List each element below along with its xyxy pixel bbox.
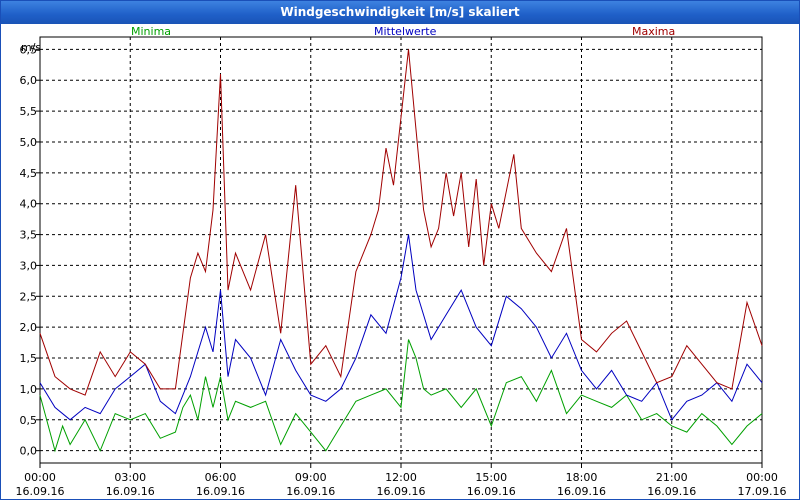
y-tick-label: 6,0 [20, 74, 38, 87]
y-axis-label: m/s [21, 41, 41, 54]
x-tick-time: 12:00 [385, 471, 417, 484]
x-tick-time: 00:00 [24, 471, 56, 484]
x-tick-time: 09:00 [295, 471, 327, 484]
y-tick-label: 6,5 [20, 43, 38, 56]
x-tick-date: 16.09.16 [16, 485, 65, 498]
y-tick-label: 2,0 [20, 321, 38, 334]
series-lines [39, 49, 763, 453]
window-title: Windgeschwindigkeit [m/s] skaliert [1, 1, 799, 24]
legend-maxima: Maxima [632, 25, 675, 38]
gridlines [40, 37, 762, 463]
x-tick-time: 06:00 [205, 471, 237, 484]
x-tick-date: 16.09.16 [467, 485, 516, 498]
x-tick-date: 16.09.16 [647, 485, 696, 498]
y-tick-label: 0,5 [20, 414, 38, 427]
x-tick-time: 03:00 [114, 471, 146, 484]
series-line-minima [39, 339, 763, 453]
series-line-maxima [39, 49, 763, 396]
x-tick-time: 18:00 [566, 471, 598, 484]
legend-minima: Minima [131, 25, 171, 38]
x-tick-date: 16.09.16 [377, 485, 426, 498]
x-tick-date: 16.09.16 [286, 485, 335, 498]
y-tick-label: 1,0 [20, 383, 38, 396]
y-tick-label: 4,5 [20, 167, 38, 180]
y-tick-label: 3,0 [20, 259, 38, 272]
x-tick-date: 16.09.16 [196, 485, 245, 498]
y-tick-label: 5,0 [20, 136, 38, 149]
x-axis-ticks: 00:0016.09.1603:0016.09.1606:0016.09.160… [16, 463, 787, 498]
y-tick-label: 4,0 [20, 198, 38, 211]
series-line-mittelwerte [39, 234, 763, 421]
x-tick-date: 17.09.16 [738, 485, 787, 498]
x-tick-time: 15:00 [475, 471, 507, 484]
x-tick-time: 21:00 [656, 471, 688, 484]
legend-mittelwerte: Mittelwerte [374, 25, 437, 38]
y-tick-label: 1,5 [20, 352, 38, 365]
y-tick-label: 3,5 [20, 229, 38, 242]
x-tick-time: 00:00 [746, 471, 778, 484]
y-tick-label: 2,5 [20, 290, 38, 303]
x-tick-date: 16.09.16 [106, 485, 155, 498]
y-axis-ticks: 0,0 0,5 1,0 1,5 2,0 2,5 3,0 3,5 4,0 4,5 5,0 5,5 6,0 6… [20, 43, 40, 458]
wind-speed-chart: 0,0 0,5 1,0 1,5 2,0 2,5 3,0 3,5 4,0 4,5 5,0 5,5 6,0 6… [16, 25, 787, 498]
x-tick-date: 16.09.16 [557, 485, 606, 498]
y-tick-label: 5,5 [20, 105, 38, 118]
y-tick-label: 0,0 [20, 445, 38, 458]
